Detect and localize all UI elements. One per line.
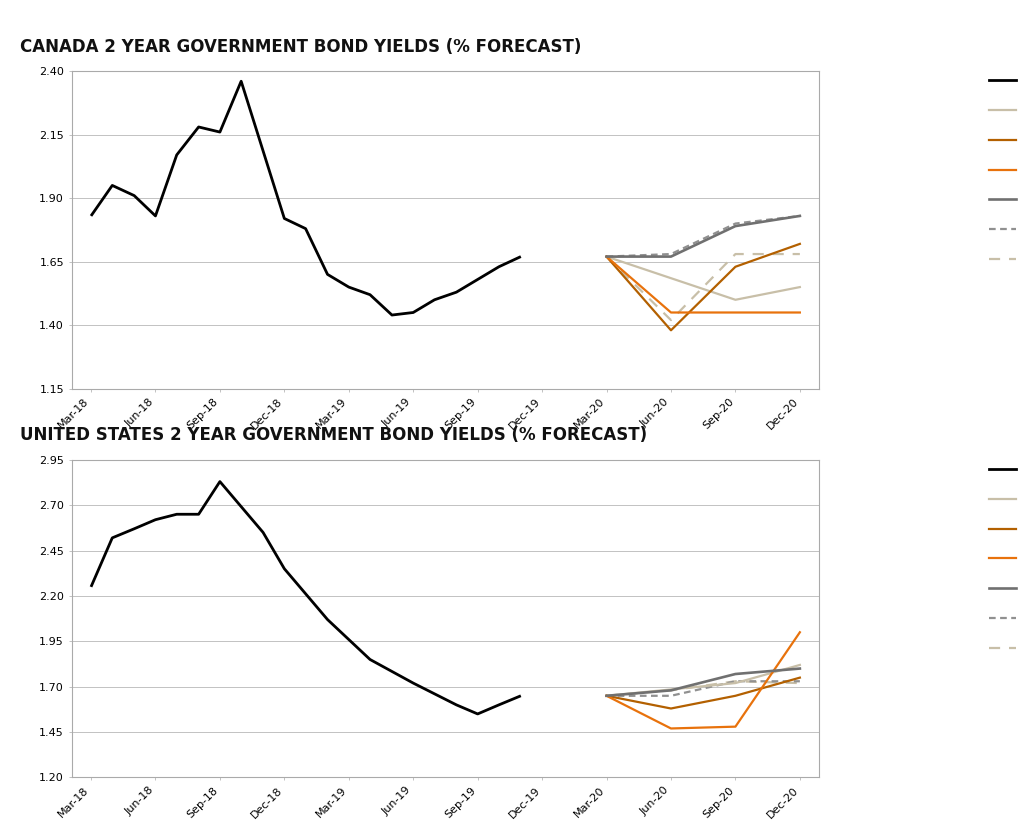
- Legend: Actual,  , RBC,  , CIBC,  , Scotiabank,  , BMO,  , National,  , Desjardins: Actual, , RBC, , CIBC, , Scotiabank, , B…: [985, 71, 1024, 270]
- Text: CANADA 2 YEAR GOVERNMENT BOND YIELDS (% FORECAST): CANADA 2 YEAR GOVERNMENT BOND YIELDS (% …: [20, 38, 582, 56]
- Legend: Actual,  , RBC,  , CIBC,  , Scotiabank,  , BMO,  , National,  , Desjardins: Actual, , RBC, , CIBC, , Scotiabank, , B…: [985, 460, 1024, 659]
- Text: UNITED STATES 2 YEAR GOVERNMENT BOND YIELDS (% FORECAST): UNITED STATES 2 YEAR GOVERNMENT BOND YIE…: [20, 426, 647, 445]
